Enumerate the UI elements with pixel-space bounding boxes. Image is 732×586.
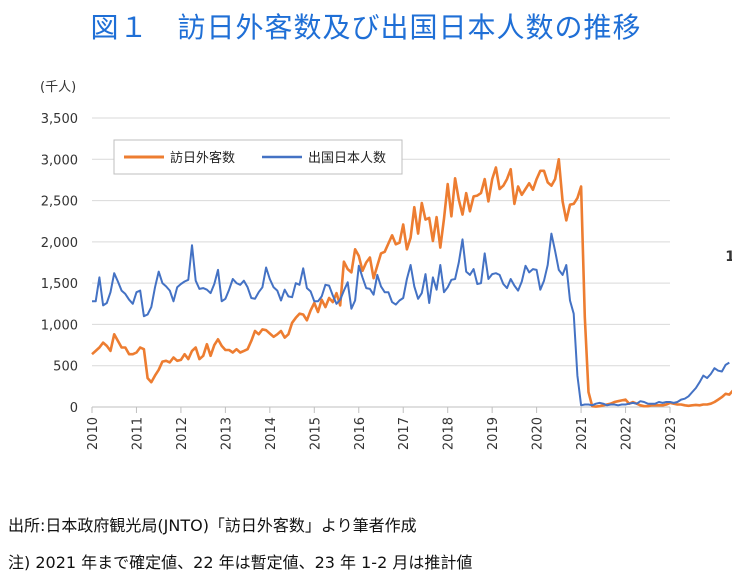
y-tick-label: 3,500: [41, 112, 78, 127]
x-tick-label: 2012: [175, 417, 190, 450]
x-tick-label: 2018: [442, 417, 457, 450]
x-tick-label: 2010: [86, 417, 101, 450]
y-tick-label: 2,000: [41, 236, 78, 251]
legend: 訪日外客数 出国日本人数: [113, 139, 403, 175]
y-tick-label: 2,500: [41, 195, 78, 210]
x-tick-label: 2015: [308, 417, 323, 450]
y-axis-ticks: 0 500 1,000 1,500 2,000 2,500 3,000 3,500: [41, 112, 78, 416]
annotations: 1,475.3537.7: [725, 249, 732, 265]
x-tick-label: 2017: [397, 417, 412, 450]
x-tick-label: 2016: [353, 417, 368, 450]
x-tick-label: 2023: [664, 417, 679, 450]
y-tick-label: 3,000: [41, 153, 78, 168]
legend-label: 訪日外客数: [170, 150, 235, 166]
x-tick-label: 2019: [486, 417, 501, 450]
source-note: 出所:日本政府観光局(JNTO)「訪日外客数」より筆者作成: [8, 516, 417, 535]
y-axis-unit: (千人): [40, 80, 77, 95]
x-tick-label: 2011: [130, 417, 145, 450]
end-value-label: 1,475.3: [725, 249, 732, 265]
y-tick-label: 1,000: [41, 318, 78, 333]
series-line-2: [92, 232, 730, 407]
remark-note: 注) 2021 年まで確定値、22 年は暫定値、23 年 1-2 月は推計値: [8, 553, 473, 572]
legend-label: 出国日本人数: [308, 151, 386, 166]
chart-title: 図１ 訪日外客数及び出国日本人数の推移: [90, 11, 642, 44]
y-tick-label: 0: [70, 401, 78, 416]
x-tick-label: 2021: [575, 417, 590, 450]
series-line-1: [91, 158, 732, 408]
y-tick-label: 500: [53, 360, 78, 375]
x-tick-label: 2014: [264, 417, 279, 450]
x-tick-label: 2022: [620, 417, 635, 450]
y-tick-label: 1,500: [41, 277, 78, 292]
x-tick-label: 2020: [531, 417, 546, 450]
x-tick-label: 2013: [219, 417, 234, 450]
series-lines: [91, 158, 732, 408]
x-axis-ticks: 2010 2011 2012 2013 2014 2015 2016 2017 2018 2019…: [86, 407, 679, 450]
